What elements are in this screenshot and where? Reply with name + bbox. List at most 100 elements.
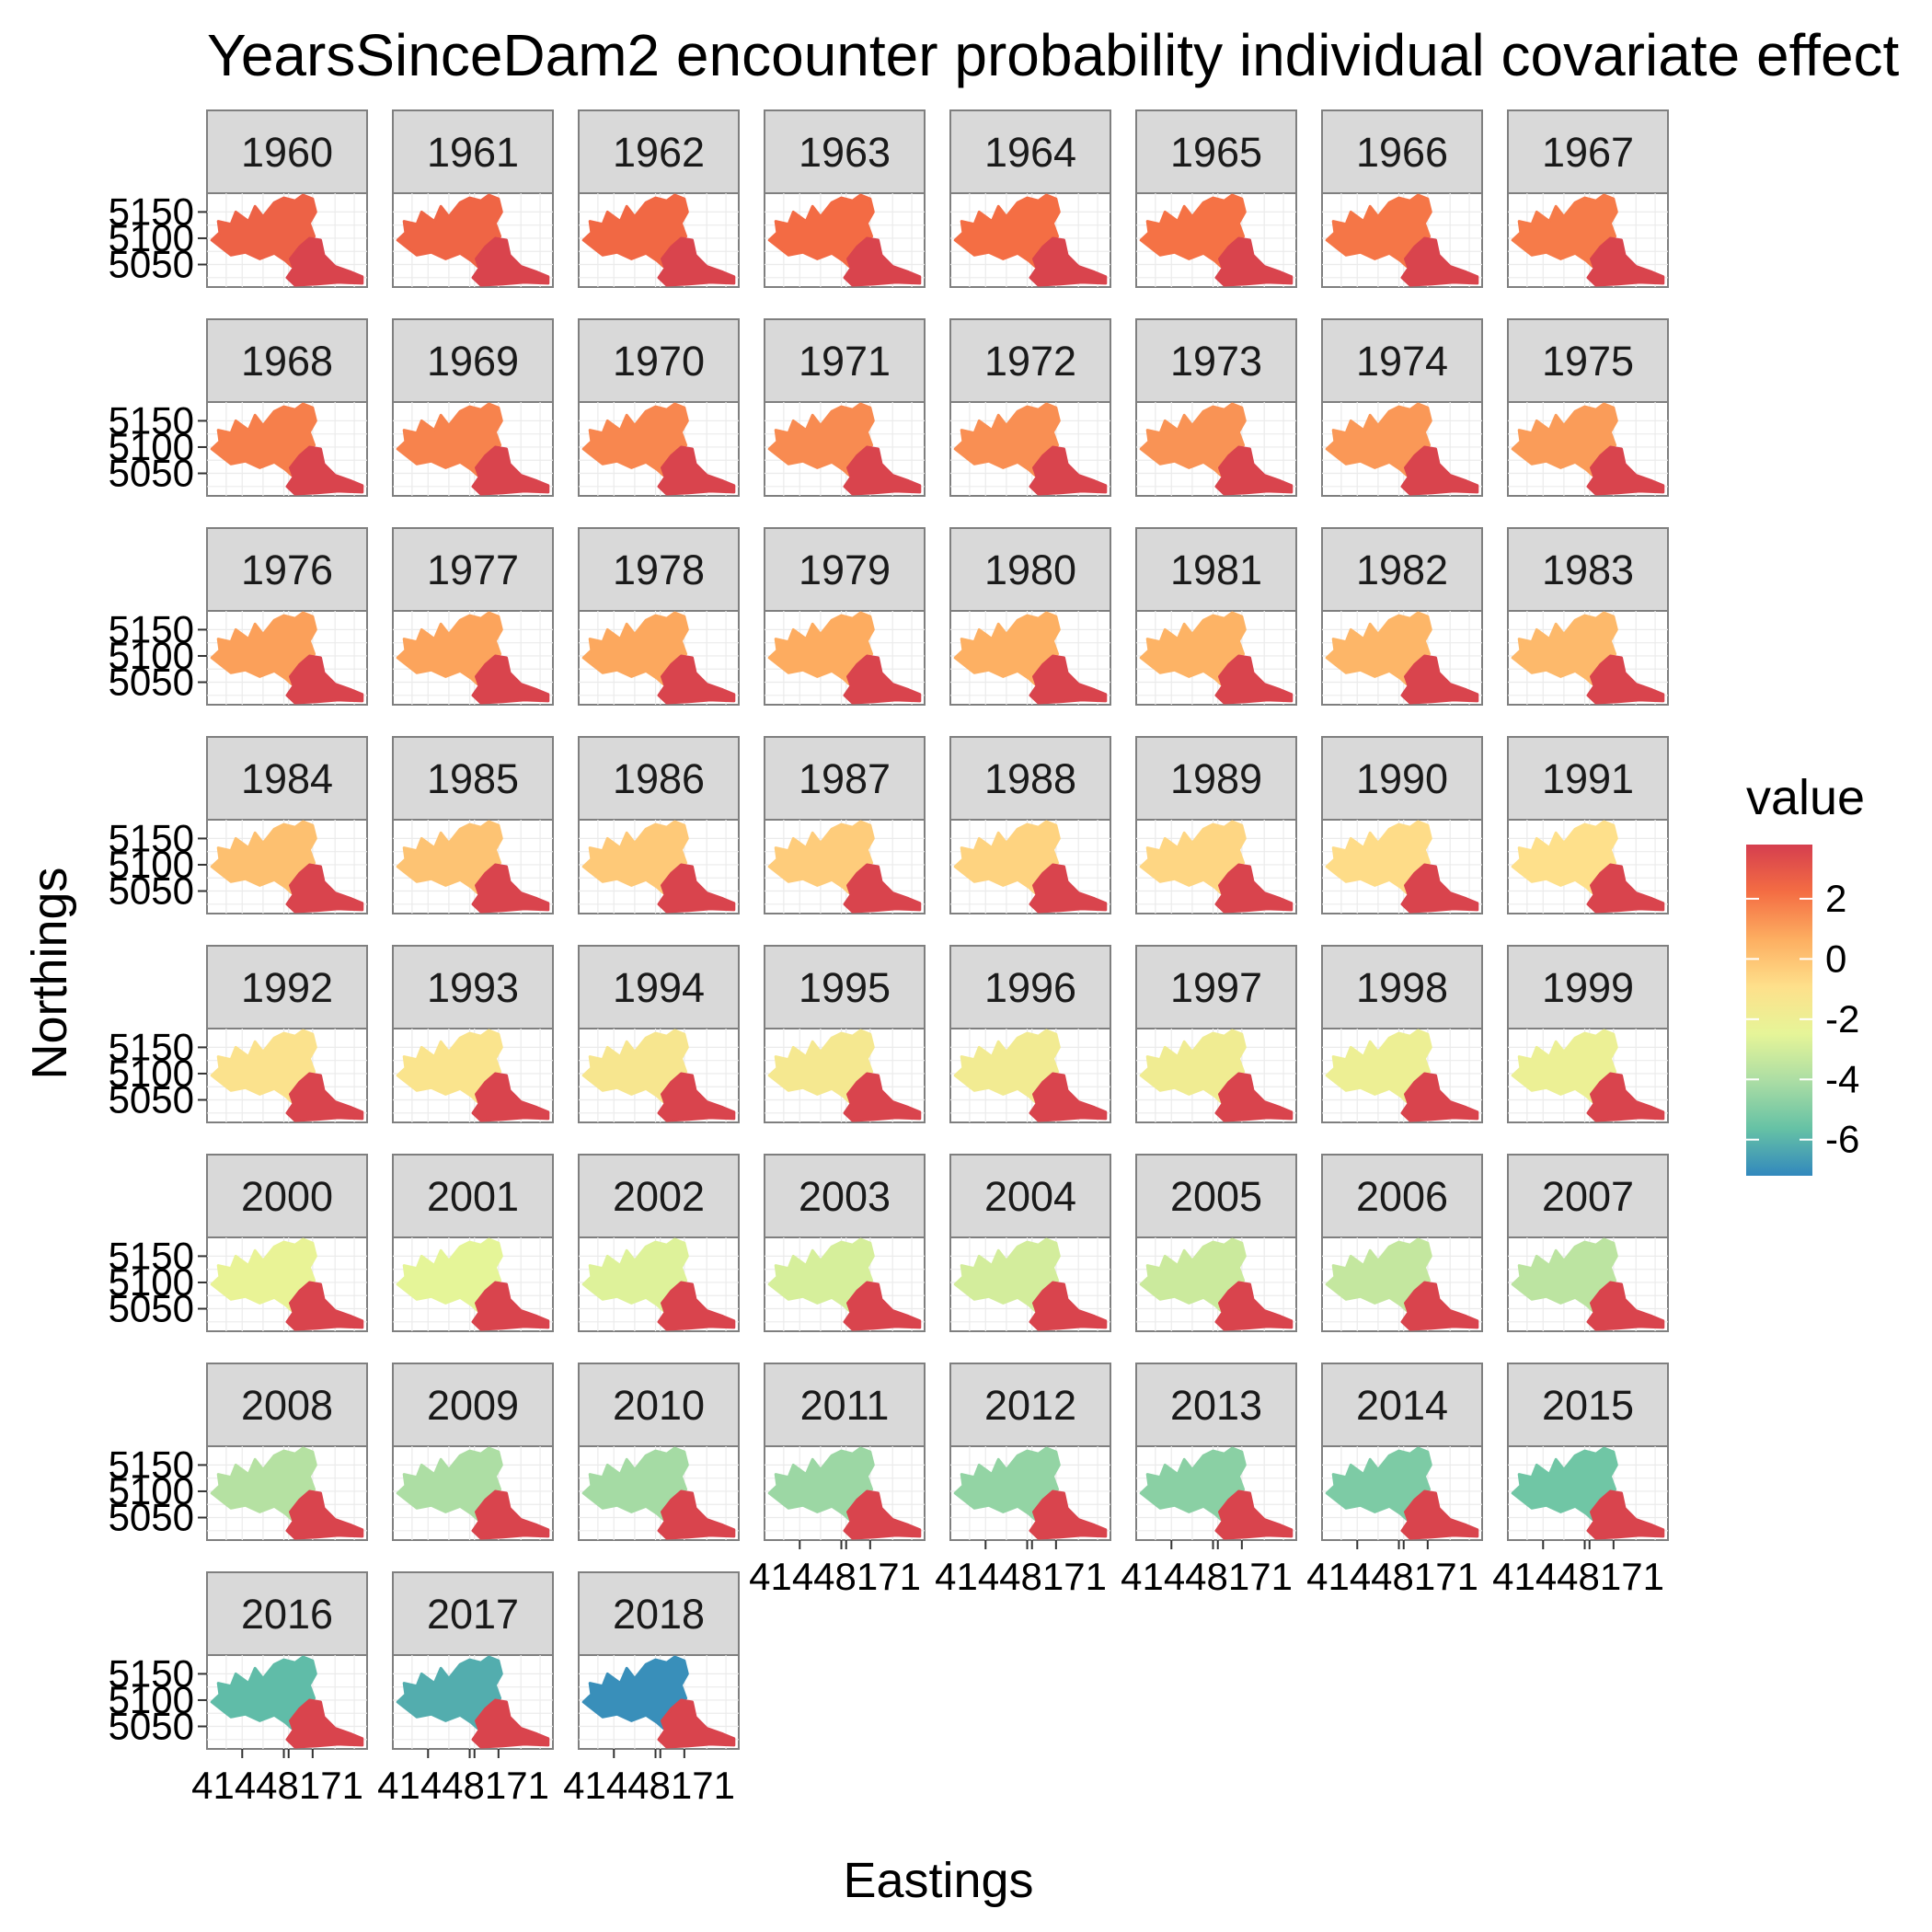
facet-panel: 1969 (392, 318, 554, 497)
facet-label: 1993 (427, 964, 519, 1011)
facet-strip (764, 1363, 926, 1447)
x-tick-labels: 41448171 (1306, 1555, 1478, 1598)
facet-strip (578, 109, 740, 194)
map-region-north (1139, 1237, 1247, 1313)
facet-label: 2005 (1170, 1173, 1262, 1220)
map-region-north (396, 1029, 503, 1104)
map-region-south (471, 1281, 550, 1331)
facet-label: 2007 (1542, 1173, 1634, 1220)
facet-strip (949, 527, 1111, 612)
map-region-north (210, 1655, 317, 1731)
map-region-north (1511, 1237, 1618, 1313)
map-region-north (1325, 611, 1432, 686)
map-region-north (767, 1446, 875, 1522)
facet-strip (1135, 736, 1297, 821)
facet-panel: 1966 (1321, 109, 1483, 288)
map-region-south (657, 654, 736, 705)
facet-panel: 2017 (392, 1571, 554, 1750)
facet-panel: 1982 (1321, 527, 1483, 706)
facet-strip (392, 318, 554, 403)
map-region-south (285, 1072, 364, 1122)
facet-panel: 2006 (1321, 1154, 1483, 1332)
map-region-north (581, 1029, 689, 1104)
facet-strip (949, 1363, 1111, 1447)
map-region-north (1511, 820, 1618, 895)
facet-label: 1967 (1542, 129, 1634, 176)
map-region-south (1586, 863, 1665, 914)
map-region-north (1139, 1029, 1247, 1104)
facet-panel: 1962 (578, 109, 740, 288)
map-region-south (471, 236, 550, 287)
legend-tick-label: -4 (1825, 1057, 1859, 1100)
facet-strip (392, 527, 554, 612)
facet-label: 2006 (1356, 1173, 1448, 1220)
map-region-north (1325, 193, 1432, 269)
y-tick-label: 5150 (109, 1025, 194, 1068)
y-tick-label: 5150 (109, 1234, 194, 1277)
facet-label: 1991 (1542, 755, 1634, 802)
facet-panel: 2000 (206, 1154, 368, 1332)
map-region-south (285, 863, 364, 914)
facet-panel: 2014 (1321, 1363, 1483, 1541)
y-tick-label: 5100 (109, 1052, 194, 1095)
facet-label: 1960 (241, 129, 333, 176)
map-region-south (657, 236, 736, 287)
map-region-south (843, 1072, 922, 1122)
map-region-south (1586, 654, 1665, 705)
facet-panel: 1994 (578, 945, 740, 1123)
map-region-south (285, 1489, 364, 1540)
facet-panel: 1986 (578, 736, 740, 914)
facet-label: 1984 (241, 755, 333, 802)
map-region-south (1586, 236, 1665, 287)
facet-panel: 1963 (764, 109, 926, 288)
facet-label: 1998 (1356, 964, 1448, 1011)
map-region-south (1400, 445, 1479, 496)
map-region-south (1214, 445, 1294, 496)
facet-strip (949, 109, 1111, 194)
map-region-north (1139, 1446, 1247, 1522)
facet-panel: 2018 (578, 1571, 740, 1750)
map-region-south (285, 1698, 364, 1749)
facet-label: 1995 (799, 964, 891, 1011)
y-tick-label: 5050 (109, 1078, 194, 1121)
map-region-south (1029, 654, 1108, 705)
facet-panel: 1992 (206, 945, 368, 1123)
map-region-south (1214, 1072, 1294, 1122)
facet-label: 1983 (1542, 546, 1634, 593)
facet-strip (1507, 945, 1669, 1029)
facet-panel: 1993 (392, 945, 554, 1123)
facet-panel: 1974 (1321, 318, 1483, 497)
facet-label: 1982 (1356, 546, 1448, 593)
y-tick-label: 5150 (109, 1443, 194, 1486)
map-region-south (843, 654, 922, 705)
facet-panel: 2007 (1507, 1154, 1669, 1332)
facet-panel: 2004 (949, 1154, 1111, 1332)
legend-tick-label: 2 (1825, 877, 1846, 920)
facet-panel: 1998 (1321, 945, 1483, 1123)
facet-strip (949, 318, 1111, 403)
map-region-south (285, 654, 364, 705)
facet-panel: 1968 (206, 318, 368, 497)
y-tick-label: 5050 (109, 452, 194, 495)
map-region-south (285, 236, 364, 287)
y-tick-label: 5100 (109, 1260, 194, 1304)
map-region-south (1029, 1072, 1108, 1122)
facet-panel: 1989 (1135, 736, 1297, 914)
facet-panel: 2001 (392, 1154, 554, 1332)
x-tick-labels: 41448171 (935, 1555, 1107, 1598)
y-tick-label: 5100 (109, 843, 194, 886)
map-region-south (657, 1072, 736, 1122)
map-region-south (1400, 863, 1479, 914)
facet-strip (764, 109, 926, 194)
facet-label: 2016 (241, 1591, 333, 1638)
facet-label: 2004 (984, 1173, 1076, 1220)
map-region-south (1029, 863, 1108, 914)
facet-panel: 2009 (392, 1363, 554, 1541)
facet-panel: 1995 (764, 945, 926, 1123)
facet-panel: 1967 (1507, 109, 1669, 288)
facet-label: 1992 (241, 964, 333, 1011)
facet-label: 1963 (799, 129, 891, 176)
map-region-south (843, 1489, 922, 1540)
y-tick-label: 5100 (109, 1469, 194, 1512)
legend-title: value (1746, 770, 1865, 825)
